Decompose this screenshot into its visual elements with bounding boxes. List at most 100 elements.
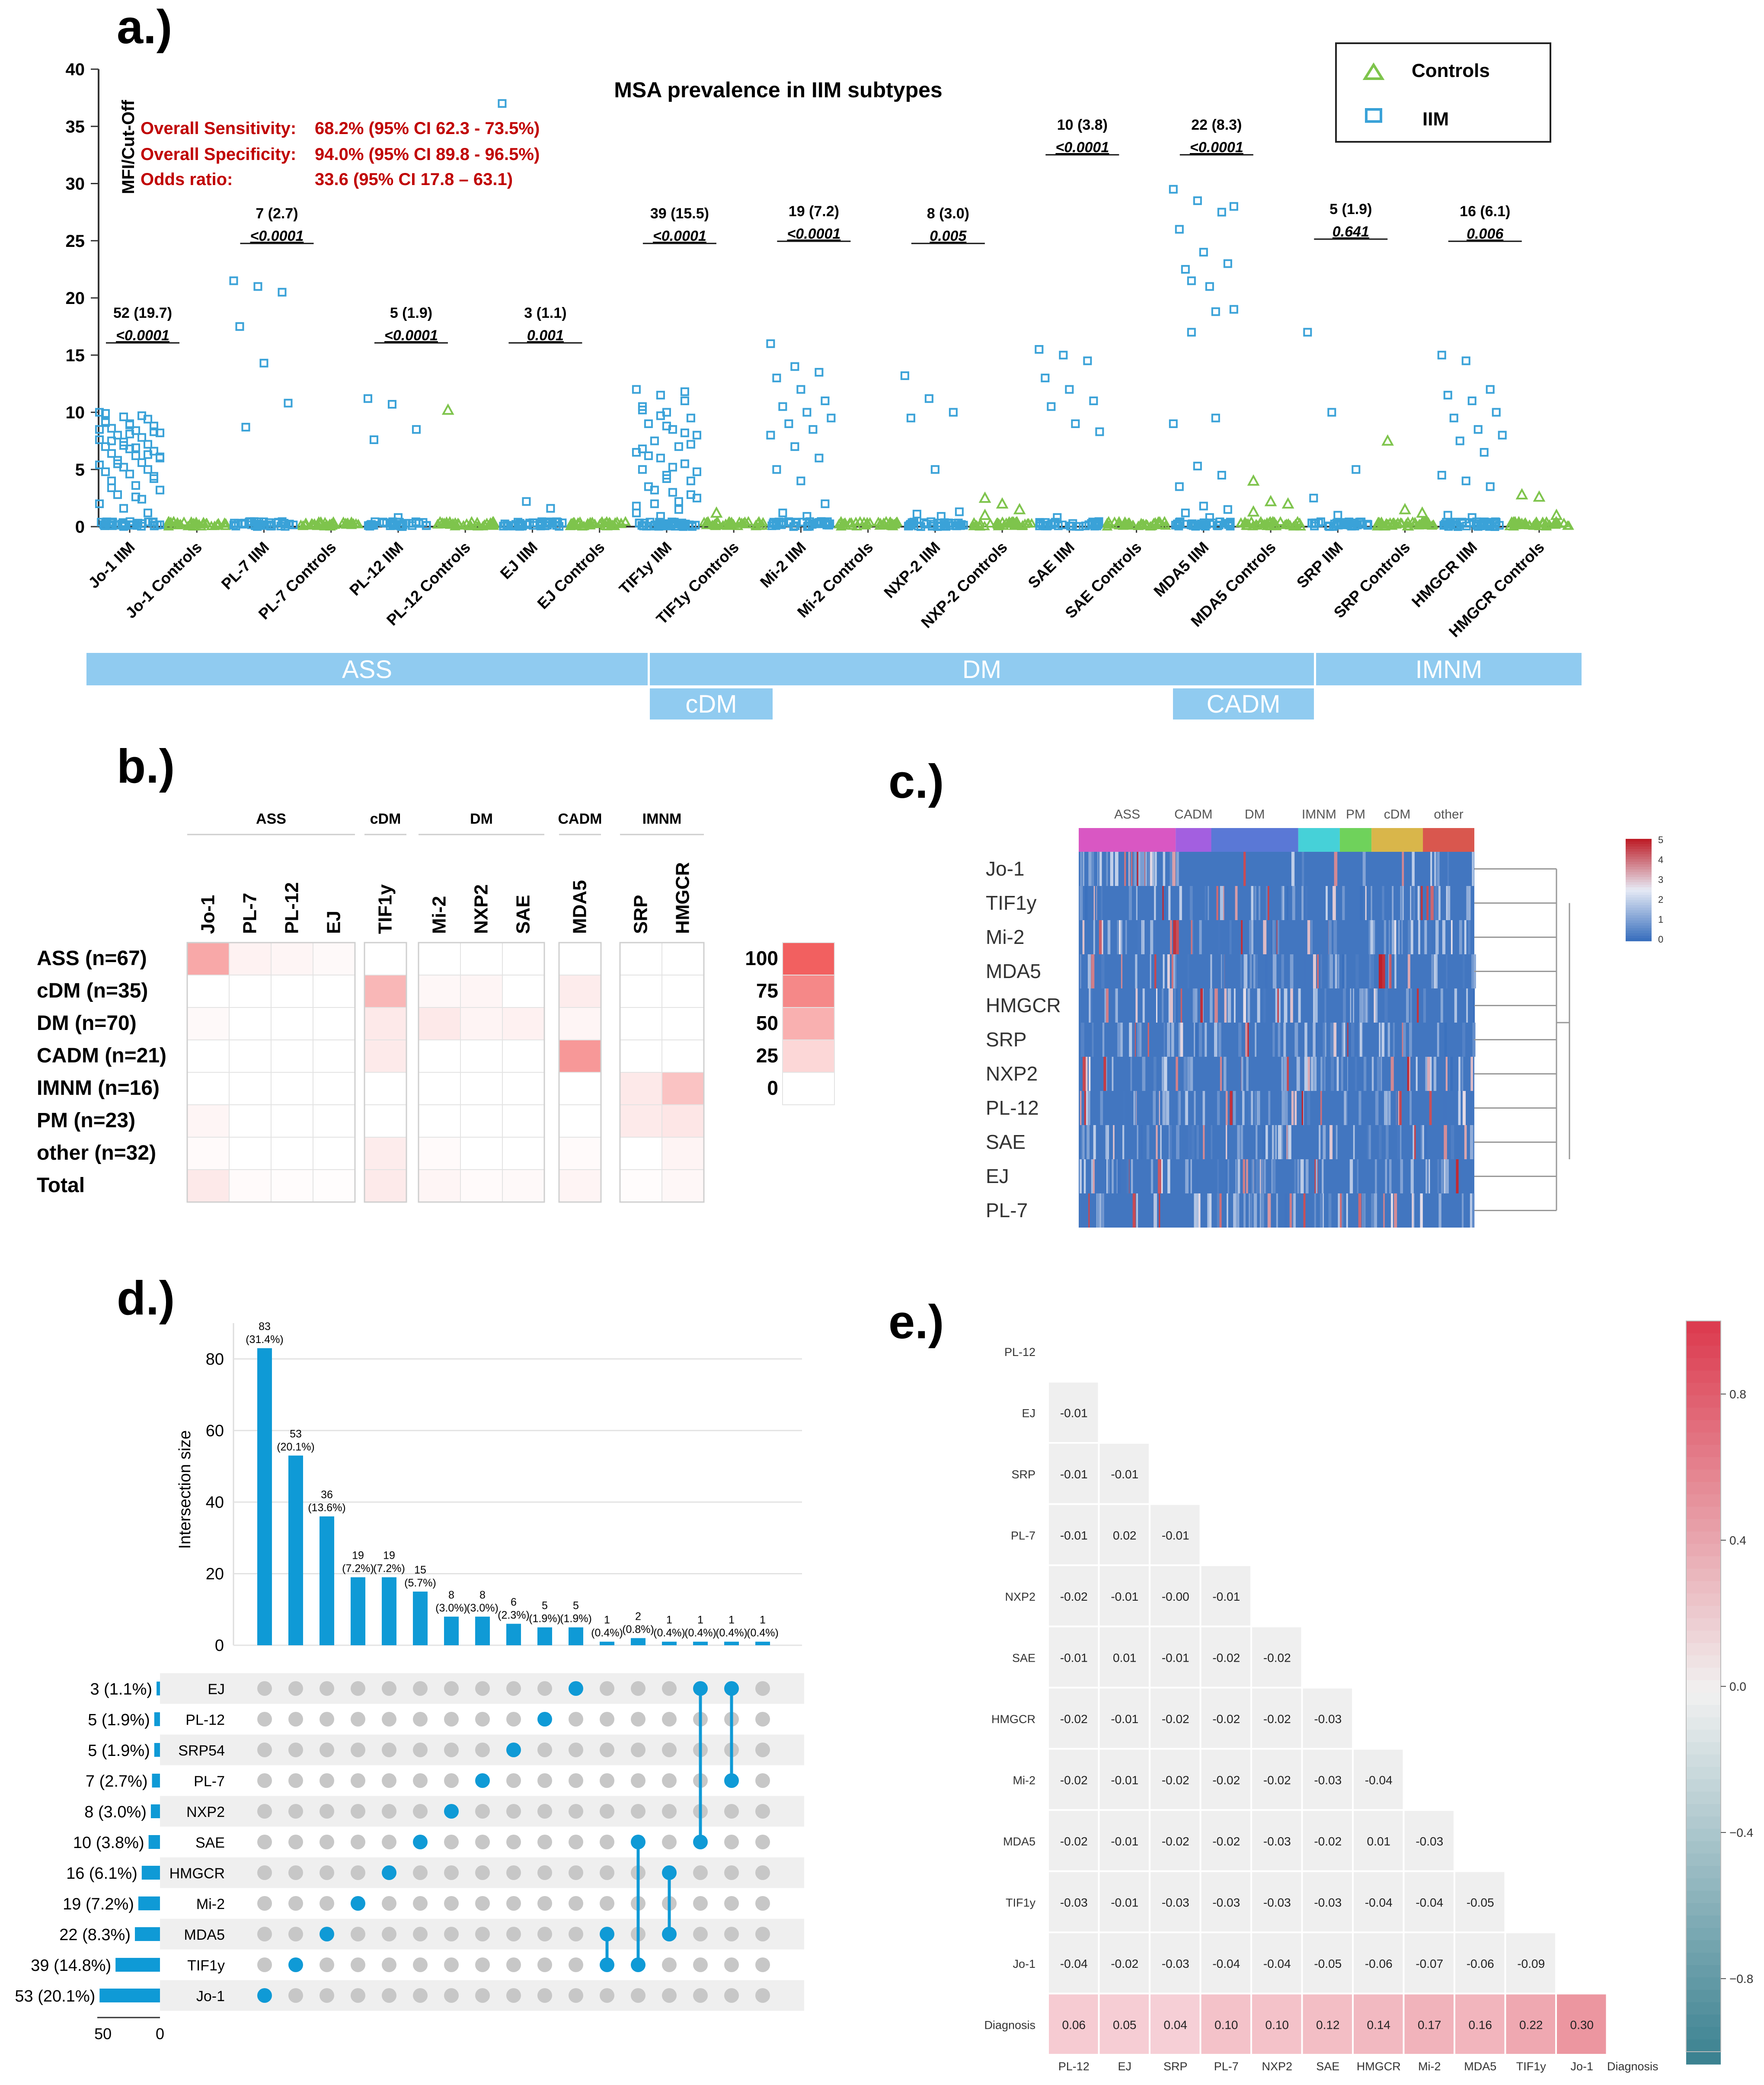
- control-outlier-point: [710, 506, 723, 518]
- panel-a-stats: Overall Sensitivity: 68.2% (95% CI 62.3 …: [141, 119, 540, 189]
- heat-stripe: [1290, 988, 1293, 1023]
- iim-point: [1333, 511, 1342, 520]
- ytick-label: 60: [206, 1422, 224, 1440]
- iim-baseline-point: [635, 518, 644, 528]
- colorbar-step: [1686, 1420, 1721, 1433]
- heat-stripe: [1129, 1023, 1132, 1057]
- intersection-bar: [257, 1348, 272, 1645]
- matrix-dot: [351, 1773, 365, 1788]
- bar-count-label: 8: [479, 1589, 486, 1601]
- iim-point: [815, 368, 824, 377]
- heat-stripe: [1220, 886, 1224, 920]
- matrix-dot-active: [569, 1681, 583, 1696]
- heat-stripe: [1136, 1193, 1138, 1228]
- heat-stripe: [1265, 886, 1268, 920]
- heat-stripe: [1160, 1125, 1162, 1159]
- heat-stripe: [1086, 1057, 1088, 1091]
- heat-stripe: [1384, 1091, 1387, 1125]
- control-point: [891, 517, 902, 527]
- heat-stripe: [1142, 1057, 1146, 1091]
- heat-stripe: [1250, 954, 1252, 988]
- corr-value: -0.04: [1263, 1957, 1291, 1970]
- heat-stripe: [1362, 988, 1365, 1023]
- iim-point: [95, 435, 104, 444]
- bar-count-label: 83: [259, 1321, 271, 1333]
- heat-stripe: [1250, 1193, 1253, 1228]
- heat-stripe: [1157, 1159, 1161, 1193]
- iim-point: [656, 390, 665, 400]
- group-color-bar: [1339, 828, 1372, 852]
- heat-stripe: [1464, 1125, 1467, 1159]
- colorbar-step: [1686, 1915, 1721, 1928]
- panel-a: a.) MSA prevalence in IIM subtypes MFI/C…: [66, 0, 1582, 720]
- matrix-dot-active: [382, 1865, 396, 1880]
- iim-point: [772, 374, 781, 383]
- heat-stripe: [1401, 920, 1403, 954]
- heat-stripe: [1241, 1057, 1243, 1091]
- heat-stripe: [1196, 1125, 1199, 1159]
- heat-stripe: [1438, 886, 1441, 920]
- heat-stripe: [1346, 1193, 1348, 1228]
- row-label: Mi-2: [1013, 1774, 1036, 1787]
- control-point: [1376, 516, 1387, 526]
- corr-value: -0.01: [1212, 1590, 1240, 1603]
- heat-stripe: [1209, 1193, 1212, 1228]
- colorbar-step: [1626, 844, 1652, 847]
- colorbar-step: [1686, 1989, 1721, 2003]
- colorbar-step: [1686, 2052, 1721, 2065]
- banner-imnm-label: IMNM: [1416, 656, 1483, 684]
- heat-stripe: [1112, 988, 1115, 1023]
- heat-stripe: [1173, 920, 1176, 954]
- heat-cell: [502, 1104, 545, 1138]
- heat-stripe: [1116, 852, 1118, 886]
- heat-stripe: [1272, 920, 1275, 954]
- iim-point: [1486, 385, 1495, 394]
- set-size-bar: [150, 1804, 160, 1818]
- heat-stripe: [1437, 1023, 1439, 1057]
- heat-cell: [662, 942, 704, 975]
- colorbar-step: [1686, 1829, 1721, 1842]
- scale-label: 50: [756, 1012, 778, 1034]
- matrix-dot: [631, 1773, 646, 1788]
- heat-stripe: [1313, 1023, 1316, 1057]
- corr-cell: [1099, 1688, 1149, 1748]
- matrix-dot: [320, 1773, 334, 1788]
- row-label: Jo-1: [1013, 1957, 1035, 1970]
- row-label: Total: [37, 1174, 85, 1197]
- control-point: [1541, 521, 1552, 531]
- heat-stripe: [1233, 1091, 1236, 1125]
- colorbar-step: [1686, 1928, 1721, 1941]
- heat-stripe: [1227, 988, 1231, 1023]
- bar-count-label: 1: [760, 1614, 766, 1626]
- iim-point: [668, 488, 677, 497]
- colorbar-step: [1686, 1890, 1721, 1904]
- matrix-dot: [537, 1865, 552, 1880]
- bar-pct-label: (20.1%): [277, 1441, 315, 1453]
- bar-pct-label: (7.2%): [373, 1563, 405, 1575]
- control-outlier-point: [1247, 505, 1260, 517]
- heat-stripe: [1225, 1091, 1228, 1125]
- corr-cell: [1303, 1994, 1352, 2054]
- ytick-label: 10: [66, 403, 85, 422]
- heat-stripe: [1187, 1057, 1190, 1091]
- corr-cell: [1049, 1811, 1098, 1871]
- heat-stripe: [1101, 954, 1105, 988]
- iim-point: [393, 513, 403, 522]
- colorbar-step: [1626, 889, 1652, 893]
- corr-cell: [1049, 1566, 1098, 1626]
- colorbar-step: [1686, 1779, 1721, 1792]
- iim-point: [686, 413, 695, 422]
- iim-baseline-point: [555, 522, 564, 531]
- control-point: [607, 519, 618, 529]
- annotation-count: 8 (3.0): [927, 205, 969, 222]
- heat-stripe: [1267, 1193, 1271, 1228]
- heat-stripe: [1275, 920, 1276, 954]
- colorbar-step: [1626, 936, 1652, 939]
- heat-row-bg: [1079, 1057, 1474, 1091]
- bar-count-label: 5: [542, 1600, 548, 1612]
- matrix-dot: [320, 1835, 334, 1849]
- panel-a-legend: Controls IIM: [1335, 42, 1551, 143]
- heat-stripe: [1429, 1057, 1432, 1091]
- iim-baseline-point: [289, 520, 298, 529]
- heat-stripe: [1168, 886, 1171, 920]
